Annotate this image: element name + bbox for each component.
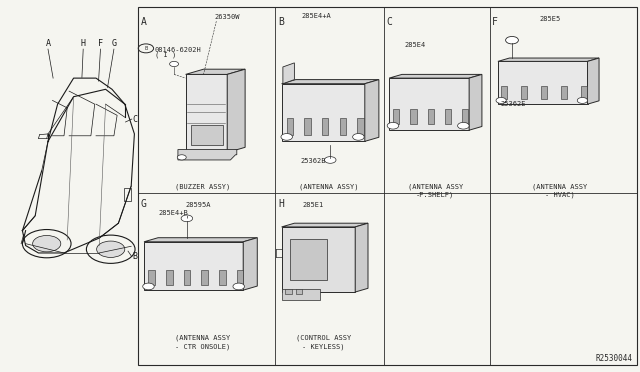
Bar xyxy=(561,86,567,99)
Bar xyxy=(428,109,434,124)
Text: (ANTENNA ASSY
- HVAC): (ANTENNA ASSY - HVAC) xyxy=(532,183,588,198)
Text: 285E4+A: 285E4+A xyxy=(302,13,332,19)
Bar xyxy=(237,270,243,285)
Circle shape xyxy=(33,235,61,252)
Bar xyxy=(445,109,451,124)
Text: 285E4: 285E4 xyxy=(404,42,426,48)
Polygon shape xyxy=(389,78,469,130)
Bar xyxy=(410,109,417,124)
Text: 25362B: 25362B xyxy=(301,158,326,164)
Polygon shape xyxy=(498,58,599,61)
Text: (ANTENNA ASSY): (ANTENNA ASSY) xyxy=(299,183,358,189)
Circle shape xyxy=(577,97,588,103)
Text: ( I ): ( I ) xyxy=(155,52,176,58)
Text: B: B xyxy=(144,46,148,51)
Bar xyxy=(282,289,320,300)
Circle shape xyxy=(324,157,336,163)
Circle shape xyxy=(387,122,399,129)
Text: C: C xyxy=(132,115,138,124)
Text: G: G xyxy=(141,199,147,209)
Circle shape xyxy=(506,36,518,44)
Bar xyxy=(581,86,587,99)
Polygon shape xyxy=(355,223,368,292)
Text: 25362E: 25362E xyxy=(500,101,526,107)
Polygon shape xyxy=(178,150,237,160)
Bar xyxy=(124,188,131,201)
Text: H: H xyxy=(81,39,86,48)
Text: 285E5: 285E5 xyxy=(540,16,561,22)
Circle shape xyxy=(458,122,469,129)
Polygon shape xyxy=(365,80,379,141)
Polygon shape xyxy=(588,58,599,104)
Bar xyxy=(296,289,302,294)
Polygon shape xyxy=(144,238,257,242)
Bar xyxy=(501,86,507,99)
Polygon shape xyxy=(243,238,257,290)
Bar xyxy=(138,7,637,365)
Bar xyxy=(148,270,155,285)
Polygon shape xyxy=(282,223,368,227)
Polygon shape xyxy=(282,84,365,141)
Polygon shape xyxy=(469,74,482,130)
Text: F: F xyxy=(492,17,498,27)
Bar xyxy=(541,86,547,99)
Bar xyxy=(462,109,468,124)
Text: A: A xyxy=(45,39,51,48)
Text: 26350W: 26350W xyxy=(214,15,240,20)
Circle shape xyxy=(177,155,186,160)
Text: (ANTENNA ASSY
-P.SHELF): (ANTENNA ASSY -P.SHELF) xyxy=(408,183,463,198)
Text: 08146-6202H: 08146-6202H xyxy=(155,47,202,53)
Bar xyxy=(184,270,190,285)
Circle shape xyxy=(353,134,364,140)
Text: (CONTROL ASSY
- KEYLESS): (CONTROL ASSY - KEYLESS) xyxy=(296,335,351,350)
Text: C: C xyxy=(387,17,392,27)
Text: B: B xyxy=(278,17,284,27)
Text: F: F xyxy=(98,39,103,48)
Bar xyxy=(166,270,173,285)
Bar xyxy=(322,118,328,135)
Bar xyxy=(202,270,208,285)
Polygon shape xyxy=(282,80,379,84)
Bar xyxy=(305,118,311,135)
Text: (ANTENNA ASSY
- CTR ONSOLE): (ANTENNA ASSY - CTR ONSOLE) xyxy=(175,335,230,350)
Polygon shape xyxy=(227,69,245,153)
Circle shape xyxy=(281,134,292,140)
Text: B: B xyxy=(132,252,138,261)
Bar xyxy=(290,239,327,280)
Polygon shape xyxy=(186,74,227,153)
Text: G: G xyxy=(111,39,116,48)
Bar xyxy=(393,109,399,124)
Bar xyxy=(521,86,527,99)
Circle shape xyxy=(233,283,244,290)
Text: H: H xyxy=(278,199,284,209)
Text: (BUZZER ASSY): (BUZZER ASSY) xyxy=(175,183,230,189)
Text: 28595A: 28595A xyxy=(186,202,211,208)
Polygon shape xyxy=(389,74,482,78)
Text: A: A xyxy=(141,17,147,27)
Polygon shape xyxy=(498,61,588,104)
Text: R2530044: R2530044 xyxy=(595,354,632,363)
Circle shape xyxy=(496,97,506,103)
Circle shape xyxy=(97,241,125,257)
Bar xyxy=(285,289,292,294)
Text: 285E1: 285E1 xyxy=(302,202,323,208)
Bar xyxy=(219,270,225,285)
Polygon shape xyxy=(144,242,243,290)
Circle shape xyxy=(181,215,193,222)
Polygon shape xyxy=(283,63,294,84)
Circle shape xyxy=(170,61,179,67)
Polygon shape xyxy=(282,227,355,292)
Bar xyxy=(191,125,223,145)
Bar xyxy=(287,118,293,135)
Bar xyxy=(340,118,346,135)
Bar xyxy=(357,118,364,135)
Polygon shape xyxy=(186,69,245,74)
Text: 285E4+B: 285E4+B xyxy=(158,210,188,216)
Circle shape xyxy=(143,283,154,290)
